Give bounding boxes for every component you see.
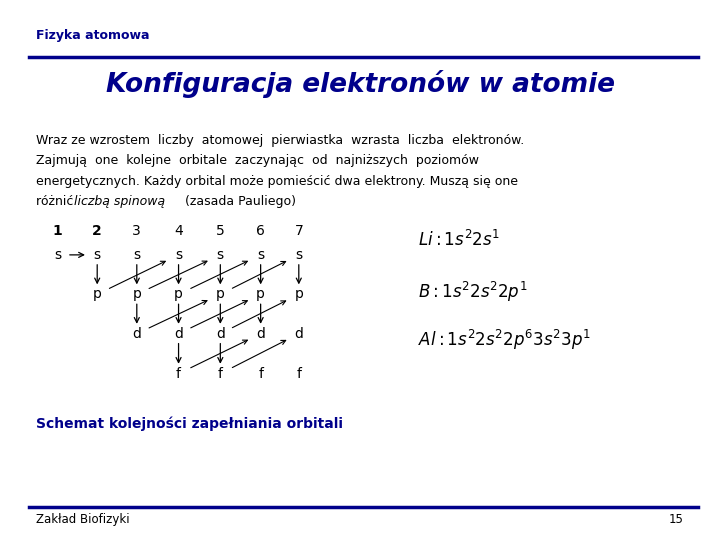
Text: d: d xyxy=(174,327,183,341)
Text: p: p xyxy=(294,287,303,301)
Text: s: s xyxy=(54,248,61,262)
Text: d: d xyxy=(294,327,303,341)
Text: 3: 3 xyxy=(132,224,141,238)
Text: f: f xyxy=(218,367,222,381)
Text: f: f xyxy=(176,367,181,381)
Text: Zakład Biofizyki: Zakład Biofizyki xyxy=(36,513,130,526)
Text: 2: 2 xyxy=(92,224,102,238)
Text: s: s xyxy=(257,248,264,262)
Text: d: d xyxy=(132,327,141,341)
Text: 7: 7 xyxy=(294,224,303,238)
Text: Schemat kolejności zapełniania orbitali: Schemat kolejności zapełniania orbitali xyxy=(36,417,343,431)
Text: 15: 15 xyxy=(669,513,684,526)
Text: s: s xyxy=(295,248,302,262)
Text: $Li: 1s^{2}2s^{1}$: $Li: 1s^{2}2s^{1}$ xyxy=(418,230,500,251)
Text: f: f xyxy=(297,367,301,381)
Text: p: p xyxy=(256,287,265,301)
Text: p: p xyxy=(216,287,225,301)
Text: 5: 5 xyxy=(216,224,225,238)
Text: s: s xyxy=(175,248,182,262)
Text: energetycznych. Każdy orbital może pomieścić dwa elektrony. Muszą się one: energetycznych. Każdy orbital może pomie… xyxy=(36,175,518,188)
Text: 1: 1 xyxy=(53,224,63,238)
Text: p: p xyxy=(93,287,102,301)
Text: $Al: 1s^{2}2s^{2}2p^{6}3s^{2}3p^{1}$: $Al: 1s^{2}2s^{2}2p^{6}3s^{2}3p^{1}$ xyxy=(418,328,590,352)
Text: 6: 6 xyxy=(256,224,265,238)
Text: p: p xyxy=(174,287,183,301)
Text: $B: 1s^{2}2s^{2}2p^{1}$: $B: 1s^{2}2s^{2}2p^{1}$ xyxy=(418,280,527,303)
Text: d: d xyxy=(256,327,265,341)
Text: (zasada Pauliego): (zasada Pauliego) xyxy=(181,195,297,208)
Text: s: s xyxy=(217,248,224,262)
Text: Zajmują  one  kolejne  orbitale  zaczynając  od  najniższych  poziomów: Zajmują one kolejne orbitale zaczynając … xyxy=(36,154,479,167)
Text: f: f xyxy=(258,367,263,381)
Text: s: s xyxy=(133,248,140,262)
Text: d: d xyxy=(216,327,225,341)
Text: Konfiguracja elektronów w atomie: Konfiguracja elektronów w atomie xyxy=(106,70,614,98)
Text: Fizyka atomowa: Fizyka atomowa xyxy=(36,29,150,42)
Text: Wraz ze wzrostem  liczby  atomowej  pierwiastka  wzrasta  liczba  elektronów.: Wraz ze wzrostem liczby atomowej pierwia… xyxy=(36,134,524,147)
Text: różnić: różnić xyxy=(36,195,77,208)
Text: s: s xyxy=(94,248,101,262)
Text: 4: 4 xyxy=(174,224,183,238)
Text: liczbą spinową: liczbą spinową xyxy=(74,195,166,208)
Text: p: p xyxy=(132,287,141,301)
